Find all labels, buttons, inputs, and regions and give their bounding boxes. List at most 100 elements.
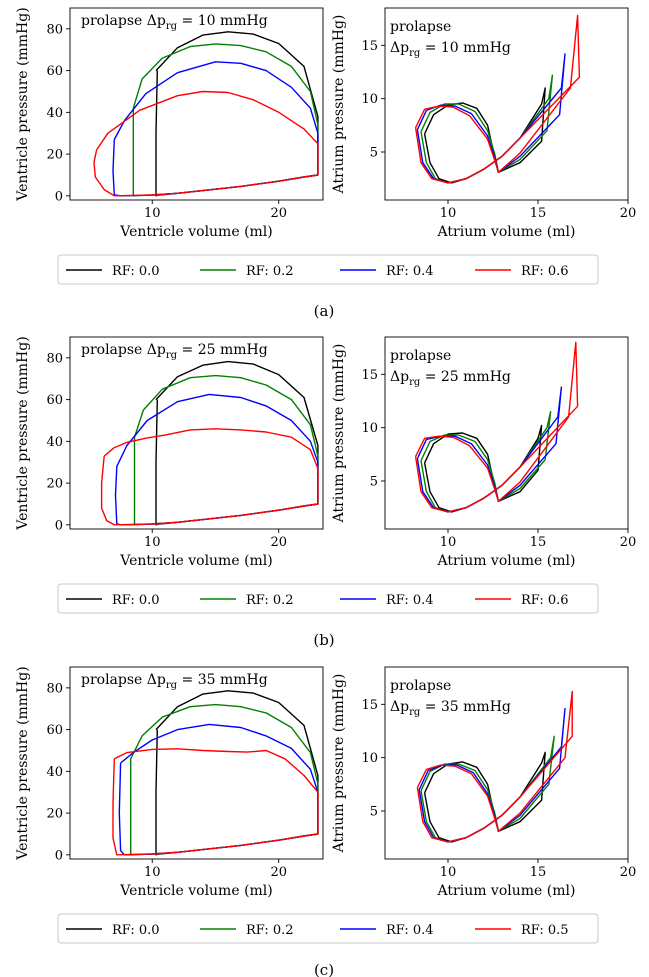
series-line	[114, 393, 319, 526]
legend-item-label: RF: 0.6	[521, 593, 569, 608]
panel-annotation: prolapse	[390, 348, 451, 364]
legend-item-label: RF: 0.4	[386, 923, 434, 938]
annotation-subscript: rg	[409, 48, 421, 59]
subfigure-caption: (b)	[313, 631, 334, 649]
annotation-subscript: rg	[166, 680, 178, 691]
annotation-subscript: rg	[409, 377, 421, 388]
x-tick-label: 20	[620, 865, 637, 880]
series-line	[118, 723, 319, 856]
series-line	[155, 690, 319, 856]
x-tick-label: 10	[144, 865, 161, 880]
legend-item-label: RF: 0.0	[112, 923, 160, 938]
annotation-text: Δp	[390, 699, 409, 715]
chart-panel: 10 20 0 20 40 60 80 Ventricle volume (ml) Ventri…	[15, 666, 324, 899]
x-tick-label: 10	[144, 206, 161, 221]
legend-item-label: RF: 0.0	[112, 264, 160, 279]
y-tick-label: 60	[46, 723, 63, 738]
series-line	[414, 341, 579, 513]
y-tick-label: 15	[361, 39, 378, 54]
annotation-subscript: rg	[166, 350, 178, 361]
x-tick-label: 20	[270, 206, 287, 221]
panel-annotation: Δprg = 35 mmHg	[390, 699, 511, 718]
plot-frame	[384, 666, 629, 860]
series-line	[100, 428, 319, 526]
series-line	[155, 360, 319, 526]
annotation-text: = 10 mmHg	[420, 40, 511, 56]
x-tick-label: 20	[270, 865, 287, 880]
y-axis-label: Atrium pressure (mmHg)	[331, 674, 347, 854]
annotation-text: = 35 mmHg	[177, 672, 268, 688]
panel-annotation: prolapse Δprg = 35 mmHg	[81, 672, 268, 691]
x-tick-label: 10	[144, 535, 161, 550]
y-tick-label: 20	[46, 477, 63, 492]
annotation-text: = 25 mmHg	[177, 342, 268, 358]
annotation-text: = 10 mmHg	[177, 13, 268, 29]
plot-frame	[384, 7, 629, 201]
y-tick-label: 20	[46, 807, 63, 822]
annotation-text: prolapse Δp	[81, 672, 166, 688]
plot-frame	[69, 336, 324, 530]
x-tick-label: 20	[270, 535, 287, 550]
annotation-text: Δp	[390, 369, 409, 385]
y-tick-label: 80	[46, 681, 63, 696]
annotation-text: prolapse Δp	[81, 13, 166, 29]
y-axis-label: Ventricle pressure (mmHg)	[15, 336, 31, 530]
y-tick-label: 20	[46, 148, 63, 163]
panel-annotation: prolapse Δprg = 10 mmHg	[81, 13, 268, 32]
panel-annotation: Δprg = 10 mmHg	[390, 40, 511, 59]
legend-item-label: RF: 0.2	[246, 923, 294, 938]
annotation-subscript: rg	[409, 707, 421, 718]
panel-annotation: Δprg = 25 mmHg	[390, 369, 511, 388]
legend-box	[57, 254, 599, 285]
y-tick-label: 0	[55, 848, 63, 863]
chart-panel: 10 15 20 5 10 15 Atrium volume (ml) Atrium pres…	[331, 7, 637, 240]
chart-panel: 10 20 0 20 40 60 80 Ventricle volume (ml) Ventri…	[15, 7, 324, 240]
y-tick-label: 40	[46, 765, 63, 780]
x-tick-label: 15	[530, 535, 547, 550]
y-tick-label: 40	[46, 435, 63, 450]
x-axis-label: Atrium volume (ml)	[437, 553, 576, 569]
panel-annotation: prolapse	[390, 678, 451, 694]
y-tick-label: 40	[46, 106, 63, 121]
y-axis-label: Ventricle pressure (mmHg)	[15, 666, 31, 860]
series-line	[112, 748, 319, 856]
x-tick-label: 20	[620, 206, 637, 221]
legend-item-label: RF: 0.4	[386, 593, 434, 608]
x-axis-label: Atrium volume (ml)	[437, 224, 576, 240]
series-line	[93, 90, 319, 197]
legend-item-label: RF: 0.5	[521, 923, 569, 938]
subfigure-caption: (c)	[314, 961, 334, 977]
y-axis-label: Atrium pressure (mmHg)	[331, 344, 347, 524]
x-axis-label: Ventricle volume (ml)	[119, 883, 273, 899]
annotation-text: = 25 mmHg	[420, 369, 511, 385]
y-tick-label: 60	[46, 64, 63, 79]
y-tick-label: 10	[361, 421, 378, 436]
series-line	[414, 14, 581, 184]
annotation-text: = 35 mmHg	[420, 699, 511, 715]
series-line	[133, 374, 319, 526]
chart-panel: 10 20 0 20 40 60 80 Ventricle volume (ml) Ventri…	[15, 336, 324, 569]
y-tick-label: 5	[370, 146, 378, 161]
x-tick-label: 10	[440, 865, 457, 880]
annotation-text: Δp	[390, 40, 409, 56]
legend-item-label: RF: 0.6	[521, 264, 569, 279]
legend-item-label: RF: 0.4	[386, 264, 434, 279]
x-axis-label: Ventricle volume (ml)	[119, 553, 273, 569]
x-tick-label: 10	[440, 206, 457, 221]
y-tick-label: 0	[55, 518, 63, 533]
plot-frame	[69, 666, 324, 860]
legend: RF: 0.0 RF: 0.2 RF: 0.4 RF: 0.5	[57, 913, 599, 944]
chart-panel: 10 15 20 5 10 15 Atrium volume (ml) Atrium pres…	[331, 336, 636, 569]
series-line	[155, 31, 319, 197]
annotation-subscript: rg	[166, 21, 178, 32]
x-tick-label: 15	[530, 206, 547, 221]
y-tick-label: 5	[370, 475, 378, 490]
panel-annotation: prolapse Δprg = 25 mmHg	[81, 342, 268, 361]
x-axis-label: Ventricle volume (ml)	[119, 224, 273, 240]
chart-panel: 10 15 20 5 10 15 Atrium volume (ml) Atrium pres…	[331, 666, 637, 899]
y-tick-label: 10	[361, 751, 378, 766]
y-tick-label: 5	[370, 805, 378, 820]
panel-annotation: prolapse	[390, 19, 451, 35]
y-axis-label: Atrium pressure (mmHg)	[331, 15, 347, 195]
